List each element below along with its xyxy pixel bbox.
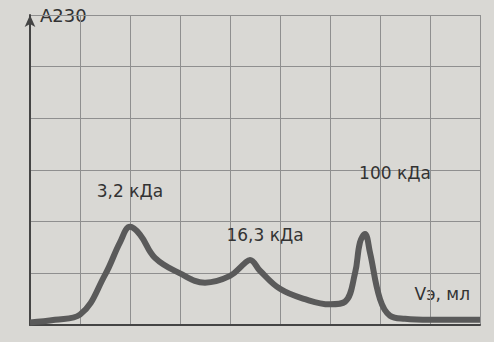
- svg-text:A230: A230: [40, 4, 87, 26]
- svg-text:Vэ, мл: Vэ, мл: [415, 284, 470, 304]
- svg-text:3,2 кДа: 3,2 кДа: [97, 181, 163, 201]
- svg-text:16,3 кДа: 16,3 кДа: [226, 225, 303, 245]
- svg-text:100 кДа: 100 кДа: [359, 163, 431, 183]
